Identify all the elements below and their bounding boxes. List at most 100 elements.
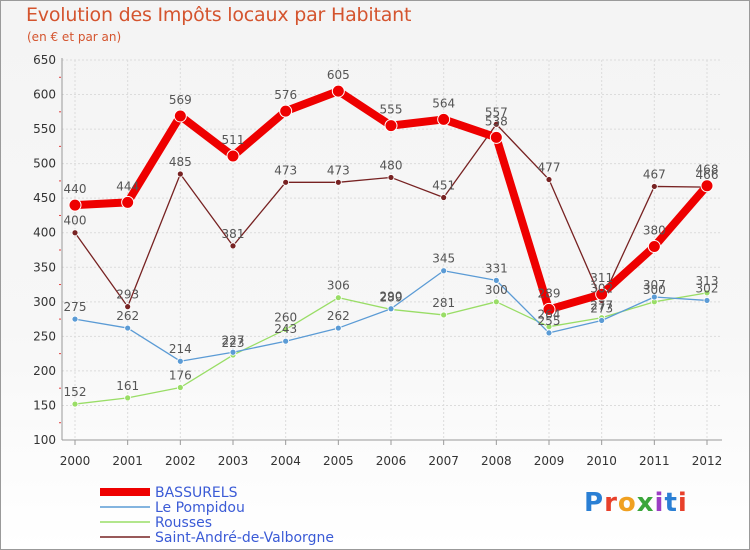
y-tick-label: 100	[33, 433, 56, 447]
x-tick-label: 2008	[481, 454, 512, 468]
data-point	[68, 198, 82, 212]
data-point	[121, 195, 135, 209]
data-point	[282, 337, 290, 345]
series-lines	[68, 84, 714, 408]
data-label: 381	[222, 227, 245, 241]
data-point	[650, 293, 658, 301]
y-tick-label: 350	[33, 260, 56, 274]
data-point	[703, 289, 711, 297]
legend-label: Le Pompidou	[155, 500, 245, 516]
data-point	[176, 170, 184, 178]
data-label: 273	[590, 301, 613, 315]
x-tick-label: 2004	[270, 454, 301, 468]
data-point	[334, 324, 342, 332]
data-point	[282, 326, 290, 333]
data-label: 214	[169, 342, 192, 356]
data-point	[492, 298, 500, 306]
data-label: 243	[274, 322, 297, 336]
data-label: 306	[327, 279, 350, 293]
x-tick-label: 2006	[376, 454, 407, 468]
x-tick-label: 2001	[112, 454, 143, 468]
data-label: 262	[116, 309, 139, 323]
x-tick-label: 2005	[323, 454, 354, 468]
data-label: 485	[169, 155, 192, 169]
data-point	[226, 149, 240, 163]
data-point	[334, 294, 342, 302]
y-tick-label: 500	[33, 157, 56, 171]
data-label: 281	[432, 296, 455, 310]
y-tick-label: 400	[33, 226, 56, 240]
y-tick-label: 150	[33, 398, 56, 412]
proxiti-logo: Proxiti	[584, 488, 688, 518]
legend-label: Saint-André-de-Valborgne	[155, 530, 334, 546]
y-tick-label: 450	[33, 191, 56, 205]
data-label: 313	[696, 274, 719, 288]
x-tick-label: 2010	[586, 454, 617, 468]
data-point	[437, 112, 451, 126]
data-point	[124, 394, 132, 402]
gridlines	[62, 59, 722, 441]
data-point	[176, 384, 184, 391]
logo-letter: i	[677, 488, 688, 518]
x-tick-label: 2009	[534, 454, 565, 468]
data-label: 538	[485, 114, 508, 128]
data-point	[71, 229, 79, 237]
data-point	[440, 194, 448, 201]
data-point	[387, 305, 395, 313]
data-point	[647, 240, 661, 254]
data-point	[124, 324, 132, 332]
data-point	[334, 178, 342, 186]
data-point	[545, 176, 553, 183]
logo-letter: r	[604, 488, 618, 518]
data-label: 480	[380, 158, 403, 172]
data-label: 227	[222, 333, 245, 347]
data-label: 223	[222, 336, 245, 350]
data-point	[650, 183, 658, 190]
x-tick-label: 2000	[60, 454, 91, 468]
y-tick-label: 200	[33, 364, 56, 378]
data-label: 275	[64, 300, 87, 314]
data-label: 564	[432, 96, 455, 110]
data-point	[229, 348, 237, 356]
data-point	[229, 242, 237, 250]
data-label: 468	[696, 163, 719, 177]
data-point	[71, 400, 79, 408]
x-tick-label: 2007	[428, 454, 459, 468]
data-label: 300	[643, 283, 666, 297]
data-label: 331	[485, 261, 508, 275]
data-label: 555	[380, 103, 403, 117]
data-label: 260	[274, 310, 297, 324]
data-point	[387, 174, 395, 181]
data-point	[545, 329, 553, 337]
data-label: 161	[116, 379, 139, 393]
data-point	[492, 120, 500, 128]
data-label: 255	[538, 314, 561, 328]
x-tick-label: 2012	[692, 454, 723, 468]
data-point	[282, 178, 290, 186]
data-label: 473	[327, 163, 350, 177]
logo-letter: P	[584, 488, 605, 518]
x-tick-label: 2003	[218, 454, 249, 468]
data-label: 176	[169, 368, 192, 382]
legend-label: Rousses	[155, 515, 212, 531]
data-label: 511	[222, 133, 245, 147]
data-label: 466	[696, 168, 719, 182]
data-label: 302	[696, 281, 719, 295]
data-label: 293	[116, 288, 139, 302]
data-label: 605	[327, 68, 350, 82]
data-label: 451	[432, 178, 455, 192]
data-label: 400	[64, 214, 87, 228]
data-point	[124, 303, 132, 311]
data-label: 576	[274, 88, 297, 102]
legend-label: BASSURELS	[155, 485, 238, 501]
x-tick-label: 2002	[165, 454, 196, 468]
data-point	[595, 287, 609, 301]
y-tick-label: 250	[33, 329, 56, 343]
data-label: 473	[274, 163, 297, 177]
data-point	[279, 104, 293, 118]
data-point	[176, 357, 184, 365]
data-label: 380	[643, 224, 666, 238]
data-point	[331, 84, 345, 98]
